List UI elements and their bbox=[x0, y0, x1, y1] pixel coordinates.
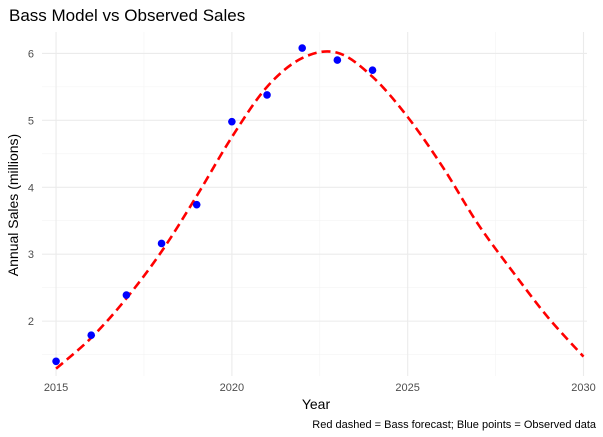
tick-labels: 2015 2020 2025 2030 2 3 4 5 6 bbox=[28, 48, 596, 394]
y-tick-label: 6 bbox=[28, 48, 34, 60]
observed-point bbox=[333, 56, 342, 64]
x-axis-title: Year bbox=[302, 396, 331, 412]
observed-point bbox=[298, 44, 306, 52]
grid bbox=[42, 32, 587, 376]
y-tick-label: 3 bbox=[28, 249, 34, 261]
y-axis-title: Annual Sales (millions) bbox=[5, 134, 21, 276]
forecast-line bbox=[55, 50, 585, 370]
observed-point bbox=[87, 331, 96, 339]
chart-caption: Red dashed = Bass forecast; Blue points … bbox=[312, 419, 597, 431]
observed-point bbox=[263, 91, 271, 99]
x-tick-label: 2020 bbox=[220, 382, 244, 394]
y-tick-label: 5 bbox=[28, 115, 34, 127]
observed-point bbox=[52, 357, 60, 366]
y-tick-label: 2 bbox=[28, 316, 34, 328]
chart-title: Bass Model vs Observed Sales bbox=[9, 6, 245, 25]
y-tick-label: 4 bbox=[28, 182, 34, 194]
forecast-series bbox=[55, 50, 585, 370]
x-tick-label: 2015 bbox=[44, 382, 68, 394]
observed-point bbox=[368, 66, 377, 74]
observed-point bbox=[122, 291, 131, 299]
observed-point bbox=[228, 117, 236, 126]
observed-point bbox=[157, 239, 166, 248]
x-tick-label: 2025 bbox=[395, 382, 419, 394]
observed-point bbox=[192, 200, 201, 209]
observed-series bbox=[52, 44, 377, 366]
x-tick-label: 2030 bbox=[571, 382, 595, 394]
